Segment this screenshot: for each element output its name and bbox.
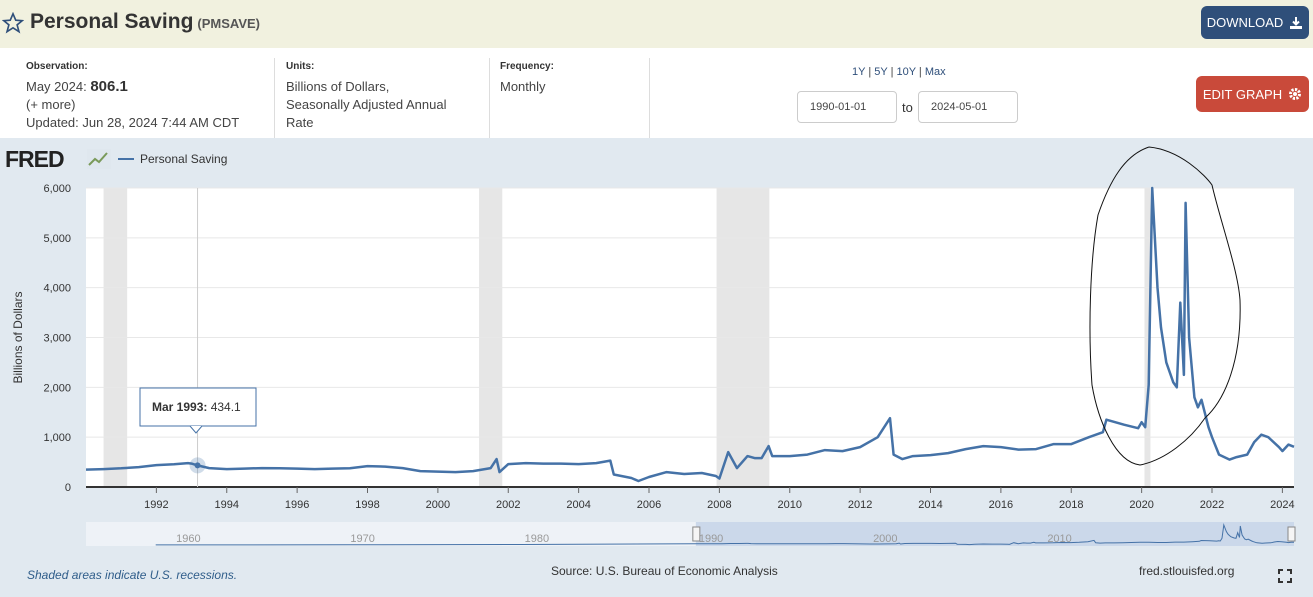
navigator-line <box>155 523 1295 546</box>
tooltip-pointer <box>189 425 203 434</box>
end-date-input[interactable]: 2024-05-01 <box>918 91 1018 123</box>
download-button[interactable]: DOWNLOAD <box>1201 6 1309 39</box>
range-5y[interactable]: 5Y <box>874 66 888 78</box>
units-label: Units: <box>286 61 315 72</box>
x-tick-label: 2018 <box>1059 499 1083 511</box>
x-tick-label: 2014 <box>918 499 942 511</box>
page-title: Personal Saving (PMSAVE) <box>30 10 260 34</box>
legend-label: Personal Saving <box>140 152 228 166</box>
hand-drawn-annotation <box>1089 146 1241 466</box>
fred-graph-icon <box>87 149 111 169</box>
navigator-tick-label: 2010 <box>1047 533 1071 545</box>
navigator-tick-label: 1970 <box>350 533 374 545</box>
star-icon[interactable] <box>2 12 24 34</box>
metadata-panel: Observation: May 2024: 806.1 (+ more) Up… <box>0 48 1313 138</box>
units-line-1: Billions of Dollars, <box>286 79 390 94</box>
start-date-input[interactable]: 1990-01-01 <box>797 91 897 123</box>
x-tick-label: 2022 <box>1200 499 1224 511</box>
tooltip-box <box>139 387 257 427</box>
y-tick-label: 2,000 <box>43 382 71 394</box>
range-10y[interactable]: 10Y <box>896 66 916 78</box>
observation-date: May 2024: <box>26 79 87 94</box>
frequency-value: Monthly <box>500 79 546 94</box>
y-tick-label: 4,000 <box>43 283 71 295</box>
x-tick-label: 1992 <box>144 499 168 511</box>
x-tick-label: 2024 <box>1270 499 1294 511</box>
navigator-tick-label: 2000 <box>873 533 897 545</box>
navigator-tick-label: 1980 <box>525 533 549 545</box>
y-tick-label: 3,000 <box>43 333 71 345</box>
updated-value: Jun 28, 2024 7:44 AM CDT <box>82 115 240 130</box>
x-tick-label: 2010 <box>778 499 802 511</box>
units-line-2: Seasonally Adjusted Annual <box>286 97 447 112</box>
fred-url[interactable]: fred.stlouisfed.org <box>1139 564 1235 578</box>
header-bar: Personal Saving (PMSAVE) DOWNLOAD <box>0 0 1313 48</box>
tooltip: Mar 1993: 434.1 <box>139 387 257 434</box>
tooltip-value: 434.1 <box>211 400 241 414</box>
x-tick-label: 2016 <box>989 499 1013 511</box>
y-tick-label: 5,000 <box>43 233 71 245</box>
fred-logo[interactable]: FRED <box>5 146 65 172</box>
download-label: DOWNLOAD <box>1206 15 1284 30</box>
x-tick-label: 2004 <box>566 499 590 511</box>
download-icon <box>1290 16 1303 29</box>
units-block: Units: Billions of Dollars, Seasonally A… <box>286 58 446 132</box>
x-tick-label: 2012 <box>848 499 872 511</box>
series-title: Personal Saving <box>30 10 194 33</box>
y-tick-label: 0 <box>65 482 71 494</box>
updated-label: Updated: <box>26 115 79 130</box>
x-tick-label: 2006 <box>637 499 661 511</box>
fullscreen-icon[interactable] <box>1278 569 1292 583</box>
x-tick-label: 1996 <box>285 499 309 511</box>
divider <box>489 58 490 138</box>
hover-point <box>194 462 201 469</box>
series-line <box>85 186 1295 483</box>
divider <box>274 58 275 138</box>
series-id: (PMSAVE) <box>197 16 261 31</box>
range-max[interactable]: Max <box>924 66 946 78</box>
x-tick-label: 2002 <box>496 499 520 511</box>
tooltip-text: Mar 1993: 434.1 <box>152 400 241 414</box>
observation-label: Observation: <box>26 61 88 72</box>
tooltip-date: Mar 1993: <box>152 400 211 414</box>
more-link[interactable]: (+ more) <box>26 97 76 112</box>
source-text: Source: U.S. Bureau of Economic Analysis <box>551 564 778 578</box>
y-tick-label: 6,000 <box>43 183 71 195</box>
recession-note: Shaded areas indicate U.S. recessions. <box>27 568 238 582</box>
observation-value: 806.1 <box>90 78 128 95</box>
x-tick-label: 1998 <box>355 499 379 511</box>
units-line-3: Rate <box>286 115 314 130</box>
divider <box>649 58 650 138</box>
edit-graph-button[interactable]: EDIT GRAPH <box>1196 76 1309 112</box>
navigator-tick-label: 1960 <box>176 533 200 545</box>
navigator-tick-label: 1990 <box>699 533 723 545</box>
chart-legend: Personal Saving <box>118 152 227 166</box>
to-label: to <box>902 100 913 115</box>
y-axis-label: Billions of Dollars <box>11 291 25 383</box>
frequency-label: Frequency: <box>500 61 554 72</box>
gear-icon <box>1289 88 1302 100</box>
x-tick-label: 2000 <box>426 499 450 511</box>
x-tick-label: 1994 <box>215 499 239 511</box>
edit-graph-label: EDIT GRAPH <box>1202 86 1283 102</box>
x-tick-label: 2020 <box>1129 499 1153 511</box>
x-tick-label: 2008 <box>707 499 731 511</box>
observation-block: Observation: May 2024: 806.1 (+ more) Up… <box>26 58 239 132</box>
navigator-handle[interactable] <box>692 526 701 542</box>
range-1y[interactable]: 1Y <box>852 66 866 78</box>
range-selector: 1Y | 5Y | 10Y | Max <box>852 66 946 78</box>
y-tick-label: 1,000 <box>43 432 71 444</box>
navigator-selection <box>695 522 1294 546</box>
legend-swatch <box>118 158 134 160</box>
navigator-handle[interactable] <box>1287 526 1296 542</box>
frequency-block: Frequency: Monthly <box>500 58 554 96</box>
